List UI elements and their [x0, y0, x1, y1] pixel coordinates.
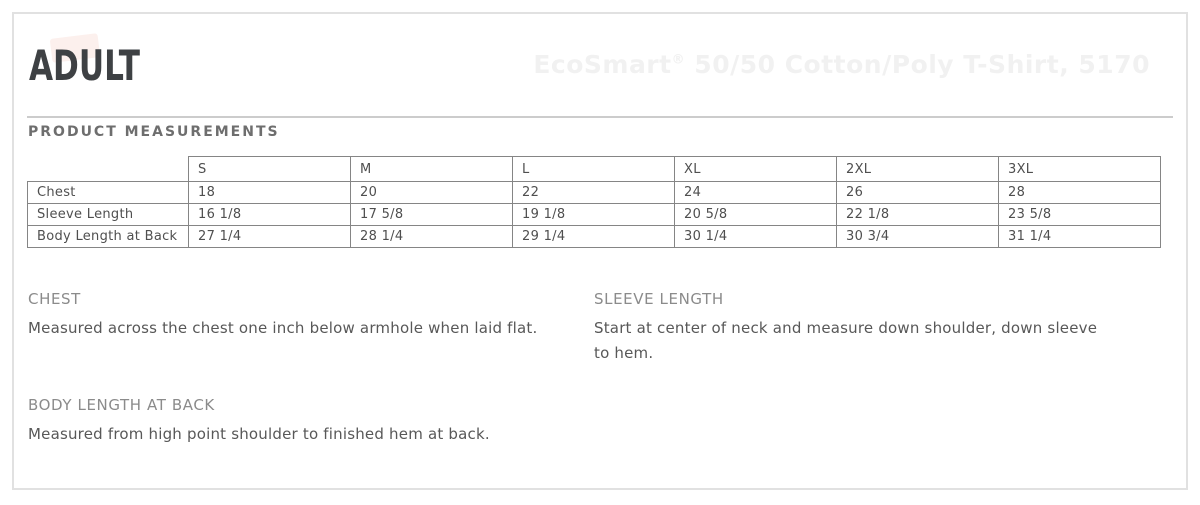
definitions-left-column: CHEST Measured across the chest one inch…: [28, 291, 580, 447]
product-title-watermark: EcoSmart® 50/50 Cotton/Poly T-Shirt, 517…: [533, 50, 1150, 79]
measurement-value: 26: [836, 181, 999, 204]
table-row-body-length: Body Length at Back 27 1/4 28 1/4 29 1/4…: [27, 225, 1161, 248]
definition-sleeve-length: SLEEVE LENGTH Start at center of neck an…: [594, 291, 1173, 366]
measurement-value: 27 1/4: [188, 225, 351, 248]
size-column-header: 3XL: [998, 156, 1161, 182]
measurement-value: 22 1/8: [836, 203, 999, 226]
empty-corner-cell: [28, 157, 189, 182]
size-column-header: XL: [674, 156, 837, 182]
measurement-value: 24: [674, 181, 837, 204]
measurement-value: 28 1/4: [350, 225, 513, 248]
row-label: Body Length at Back: [27, 225, 189, 248]
page-title: ADULT: [29, 41, 140, 90]
registered-trademark-symbol: ®: [671, 52, 686, 68]
measurement-value: 30 1/4: [674, 225, 837, 248]
definition-body-length: BODY LENGTH AT BACK Measured from high p…: [28, 397, 580, 447]
measurements-table: S M L XL 2XL 3XL Chest 18 20 22 24 26 28: [27, 156, 1161, 248]
definition-text: Start at center of neck and measure down…: [594, 319, 1098, 362]
size-column-header: 2XL: [836, 156, 999, 182]
measurement-value: 30 3/4: [836, 225, 999, 248]
definition-chest: CHEST Measured across the chest one inch…: [28, 291, 580, 341]
row-label: Chest: [27, 181, 189, 204]
definition-heading: SLEEVE LENGTH: [594, 290, 724, 308]
table-row-sleeve-length: Sleeve Length 16 1/8 17 5/8 19 1/8 20 5/…: [27, 203, 1161, 226]
measurement-value: 19 1/8: [512, 203, 675, 226]
size-column-header: L: [512, 156, 675, 182]
definition-heading: CHEST: [28, 290, 81, 308]
measurement-value: 17 5/8: [350, 203, 513, 226]
measurement-value: 28: [998, 181, 1161, 204]
product-name: 50/50 Cotton/Poly T-Shirt, 5170: [685, 50, 1150, 79]
product-brand: EcoSmart: [533, 50, 672, 79]
measurement-value: 22: [512, 181, 675, 204]
product-measurements-heading: PRODUCT MEASUREMENTS: [28, 124, 280, 140]
table-row-chest: Chest 18 20 22 24 26 28: [27, 181, 1161, 204]
measurement-value: 29 1/4: [512, 225, 675, 248]
measurement-value: 16 1/8: [188, 203, 351, 226]
measurement-value: 31 1/4: [998, 225, 1161, 248]
size-column-header: M: [350, 156, 513, 182]
size-header-row: S M L XL 2XL 3XL: [28, 156, 1161, 182]
definitions-right-column: SLEEVE LENGTH Start at center of neck an…: [594, 291, 1173, 447]
measurement-value: 20: [350, 181, 513, 204]
row-label: Sleeve Length: [27, 203, 189, 226]
content-frame: ADULT EcoSmart® 50/50 Cotton/Poly T-Shir…: [12, 12, 1188, 490]
definition-text: Measured across the chest one inch below…: [28, 319, 538, 337]
definition-heading: BODY LENGTH AT BACK: [28, 396, 215, 414]
definition-text: Measured from high point shoulder to fin…: [28, 425, 490, 443]
content-inner: ADULT EcoSmart® 50/50 Cotton/Poly T-Shir…: [14, 14, 1186, 488]
measurement-value: 20 5/8: [674, 203, 837, 226]
definitions-section: CHEST Measured across the chest one inch…: [28, 291, 1173, 447]
size-column-header: S: [188, 156, 351, 182]
measurement-value: 18: [188, 181, 351, 204]
section-divider: [27, 116, 1173, 118]
measurement-value: 23 5/8: [998, 203, 1161, 226]
